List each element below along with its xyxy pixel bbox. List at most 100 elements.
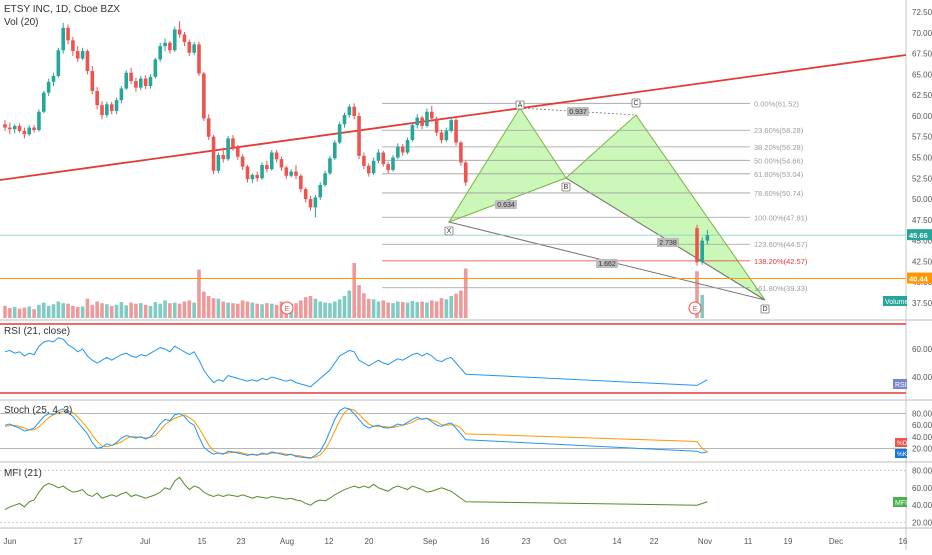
volume-bar (27, 306, 32, 318)
price-tick-label: 45.00 (912, 237, 932, 246)
point-b-label-box (561, 182, 571, 192)
point-a-label-box (515, 100, 525, 110)
candle-body (463, 162, 468, 183)
volume-bar (260, 304, 264, 318)
volume-bar (231, 303, 235, 318)
volume-bar (236, 303, 240, 318)
time-axis-label: 12 (325, 537, 334, 546)
candle-body (211, 136, 216, 171)
orange-level-badge-bg (907, 272, 932, 284)
fib-level-label: 123.60%(44.57) (754, 240, 808, 249)
ratio-xb: 0.634 (497, 202, 515, 209)
volume-bar (425, 302, 429, 318)
ratio-bd: 2.738 (659, 240, 677, 247)
price-tick-label: 60.00 (912, 112, 932, 121)
volume-bar (459, 290, 463, 318)
candle-body (289, 171, 293, 176)
price-tick-label: 50.00 (912, 195, 932, 204)
stoch-d-badge: %D (897, 440, 908, 447)
price-tick-label: 42.50 (912, 257, 932, 266)
orange-level-badge: 40.44 (909, 275, 929, 284)
candle-body (32, 127, 36, 131)
volume-bar (352, 263, 356, 318)
volume-bar (269, 303, 274, 318)
candle-body (109, 104, 114, 111)
volume-bar (51, 304, 56, 318)
volume-bar (415, 302, 420, 318)
point-a-label: A (518, 102, 523, 109)
volume-bar (328, 303, 332, 318)
rsi-tick-label: 40.00 (912, 373, 932, 382)
volume-bar (695, 271, 699, 318)
volume-bar (318, 301, 323, 318)
ratio-bd-box (657, 238, 679, 247)
chart-title[interactable]: ETSY INC, 1D, Cboe BZX (4, 4, 120, 15)
volume-bar (454, 293, 458, 318)
rsi-badge: RSI (895, 382, 907, 389)
price-tick-label: 67.50 (912, 50, 932, 59)
candle-body (386, 164, 390, 170)
stoch-legend[interactable]: Stoch (25, 4, 3) (4, 405, 73, 416)
mfi-badge-bg (893, 497, 907, 507)
candle-body (37, 111, 41, 131)
volume-bar (17, 308, 22, 318)
candle-body (240, 156, 245, 167)
volume-bar (168, 303, 172, 318)
candle-body (449, 120, 453, 131)
candle-body (71, 40, 75, 52)
time-axis-label: 16 (481, 537, 490, 546)
volume-bar (129, 302, 133, 318)
volume-bar (71, 305, 75, 318)
volume-bar (90, 304, 95, 318)
mfi-legend[interactable]: MFI (21) (4, 468, 42, 479)
candle-body (95, 90, 99, 106)
ratio-xd: 1.662 (598, 261, 616, 268)
earnings-marker (280, 301, 294, 315)
candle-body (134, 81, 138, 88)
candle-body (313, 197, 318, 208)
volume-bar (430, 300, 434, 318)
volume-bar (265, 303, 269, 318)
candle-body (333, 142, 337, 159)
time-axis-label: Dec (829, 537, 843, 546)
candle-body (168, 42, 172, 51)
candle-body (42, 92, 46, 112)
volume-bar (400, 302, 405, 318)
candle-body (197, 44, 201, 74)
fib-level-label: 61.80%(53.04) (754, 170, 804, 179)
volume-bar (95, 301, 99, 318)
candle-body (105, 104, 109, 116)
volume-bar (371, 299, 376, 318)
time-axis-label: Oct (554, 537, 567, 546)
rsi-tick-label: 60.00 (912, 345, 932, 354)
candle-body (459, 142, 463, 163)
candle-body (139, 78, 143, 88)
stoch-tick-label: 20.00 (912, 444, 932, 453)
volume-bar (396, 301, 400, 318)
volume-bar (357, 285, 361, 318)
price-tick-label: 57.50 (912, 133, 932, 142)
volume-bar (114, 304, 119, 318)
candle-body (405, 140, 410, 153)
fib-level-label: 23.60%(58.28) (754, 126, 804, 135)
time-axis-label: 23 (237, 537, 246, 546)
volume-bar (158, 303, 162, 318)
current-price-badge-bg (907, 229, 932, 241)
rsi-line (4, 337, 708, 388)
candle-body (255, 174, 259, 179)
candle-body (3, 124, 7, 128)
stoch-d-badge-bg (895, 438, 907, 447)
candle-body (163, 42, 167, 47)
candle-body (279, 159, 284, 168)
price-tick-label: 37.50 (912, 299, 932, 308)
candle-body (129, 72, 133, 82)
candle-body (342, 115, 347, 125)
stoch-k-line (4, 407, 708, 459)
candle-body (226, 138, 230, 160)
candle-body (119, 88, 124, 101)
volume-legend[interactable]: Vol (20) (4, 17, 39, 28)
current-price-badge: 45.66 (909, 231, 928, 240)
rsi-legend[interactable]: RSI (21, close) (4, 326, 71, 337)
